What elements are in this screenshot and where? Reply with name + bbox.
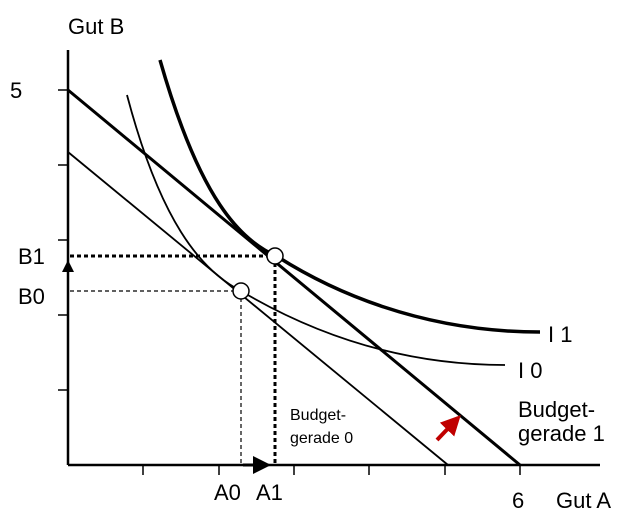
optimum-1 — [266, 247, 284, 265]
point-label: A1 — [256, 480, 283, 505]
point-label: B0 — [18, 284, 45, 309]
x-end-label: 6 — [512, 488, 524, 513]
budget-label: gerade 1 — [518, 421, 605, 446]
curve-label: I 1 — [548, 322, 572, 347]
point-label: A0 — [214, 480, 241, 505]
budget-label: gerade 0 — [290, 430, 353, 447]
budget-line-1 — [67, 88, 521, 467]
y-axis-label: Gut B — [68, 14, 124, 39]
curve-label: I 0 — [518, 358, 542, 383]
y-end-label: 5 — [10, 78, 22, 103]
budget-label: Budget- — [290, 407, 346, 424]
budget-label: Budget- — [518, 397, 595, 422]
axes — [66, 50, 600, 467]
x-axis-label: Gut A — [556, 488, 611, 513]
ticks — [58, 89, 521, 475]
optimum-0 — [232, 282, 250, 300]
shift-arrow-budget — [435, 415, 461, 442]
budget-line-0 — [67, 151, 449, 466]
point-label: B1 — [18, 244, 45, 269]
guides — [70, 254, 277, 465]
